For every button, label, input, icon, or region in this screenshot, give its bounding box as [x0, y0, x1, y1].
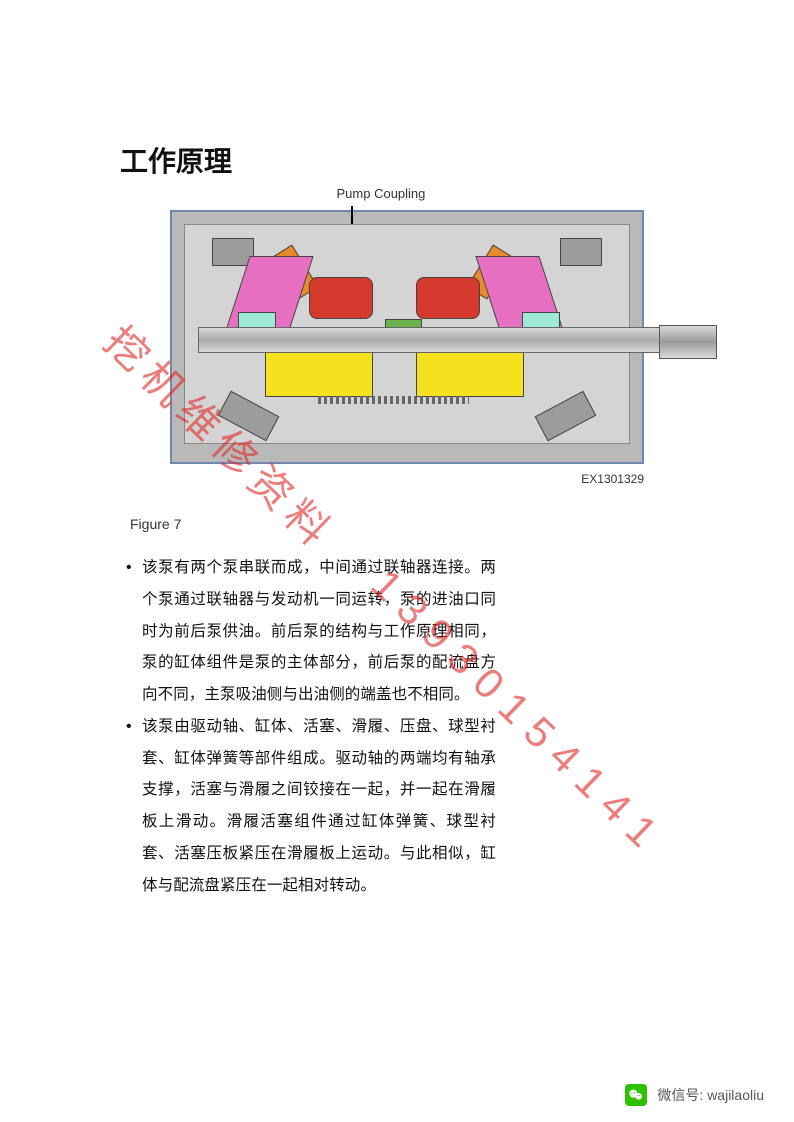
footer-label: 微信号: wajilaoliu: [657, 1085, 764, 1105]
port-top-right: [560, 238, 602, 266]
figure-code: EX1301329: [120, 472, 644, 486]
port-bottom-right: [535, 390, 597, 441]
shaft-output: [659, 325, 717, 359]
cylinder-left: [309, 277, 373, 318]
figure-caption: Figure 7: [130, 516, 704, 532]
page-title: 工作原理: [120, 140, 704, 180]
pump-coupling-label: Pump Coupling: [337, 186, 426, 201]
spring: [318, 396, 469, 404]
wechat-icon: [625, 1084, 647, 1106]
page: 工作原理 Pump Coupling EX1301329 Figure 7: [0, 0, 794, 1122]
drive-shaft: [198, 327, 686, 353]
footer: 微信号: wajilaoliu: [625, 1084, 764, 1106]
cylinder-right: [416, 277, 480, 318]
list-item: 该泵由驱动轴、缸体、活塞、滑履、压盘、球型衬套、缸体弹簧等部件组成。驱动轴的两端…: [126, 711, 496, 902]
pump-housing: [184, 224, 630, 444]
